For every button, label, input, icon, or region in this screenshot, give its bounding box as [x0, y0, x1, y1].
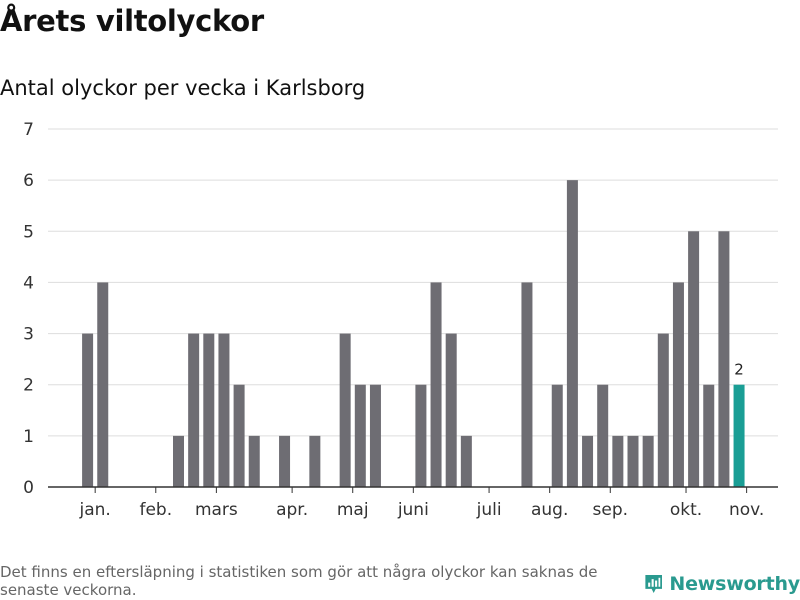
y-tick-label: 1 — [23, 427, 34, 447]
bar — [203, 333, 215, 487]
bar — [688, 231, 700, 487]
x-tick-label: nov. — [729, 500, 764, 520]
x-tick-label: juni — [397, 500, 429, 520]
data-label: 2 — [734, 361, 744, 379]
x-tick-label: maj — [337, 500, 369, 520]
bar — [218, 333, 230, 487]
newsworthy-logo[interactable]: Newsworthy — [644, 568, 800, 600]
bar — [173, 435, 184, 487]
bar — [233, 384, 245, 487]
bar — [309, 435, 321, 487]
bar-highlighted — [733, 384, 745, 487]
bar — [582, 435, 594, 487]
y-tick-label: 3 — [23, 325, 34, 345]
bar — [445, 333, 457, 487]
bar — [415, 384, 427, 487]
x-tick-label: feb. — [139, 500, 172, 520]
bar — [279, 435, 291, 487]
bar — [597, 384, 609, 487]
bar — [339, 333, 351, 487]
bar — [642, 435, 654, 487]
bar — [460, 435, 472, 487]
bar — [551, 384, 563, 487]
y-tick-label: 6 — [23, 171, 34, 191]
bar — [672, 282, 684, 487]
x-tick-label: jan. — [79, 500, 111, 520]
newsworthy-bar-chart-logo-icon — [645, 575, 662, 593]
bar — [657, 333, 669, 487]
x-tick-label: apr. — [276, 500, 308, 520]
bar-chart: 0 1 2 3 4 5 6 7 2 jan. feb. mars apr. maj juni juli aug.… — [23, 120, 778, 520]
bar — [612, 435, 624, 487]
y-tick-label: 0 — [23, 478, 34, 498]
x-tick-label: okt. — [670, 500, 702, 520]
bar — [97, 282, 109, 487]
footnote: Det finns en eftersläpning i statistiken… — [0, 563, 598, 599]
y-tick-label: 2 — [23, 376, 34, 396]
chart-title: Årets viltolyckor — [0, 4, 264, 38]
bar — [430, 282, 442, 487]
bar — [566, 180, 578, 487]
bar — [82, 333, 94, 487]
y-tick-label: 4 — [23, 273, 34, 293]
bar — [248, 435, 260, 487]
x-tick-label: aug. — [531, 500, 568, 520]
y-tick-label: 5 — [23, 222, 34, 242]
bar — [703, 384, 715, 487]
bar — [627, 435, 639, 487]
y-tick-label: 7 — [23, 120, 34, 140]
x-tick-label: juli — [476, 500, 502, 520]
x-tick-label: mars — [195, 500, 238, 520]
bar — [354, 384, 366, 487]
x-tick-label: sep. — [593, 500, 629, 520]
bar — [718, 231, 730, 487]
bar — [521, 282, 533, 487]
bar — [369, 384, 381, 487]
chart-subtitle: Antal olyckor per vecka i Karlsborg — [0, 76, 366, 100]
bar — [188, 333, 200, 487]
brand-name: Newsworthy — [669, 573, 800, 595]
